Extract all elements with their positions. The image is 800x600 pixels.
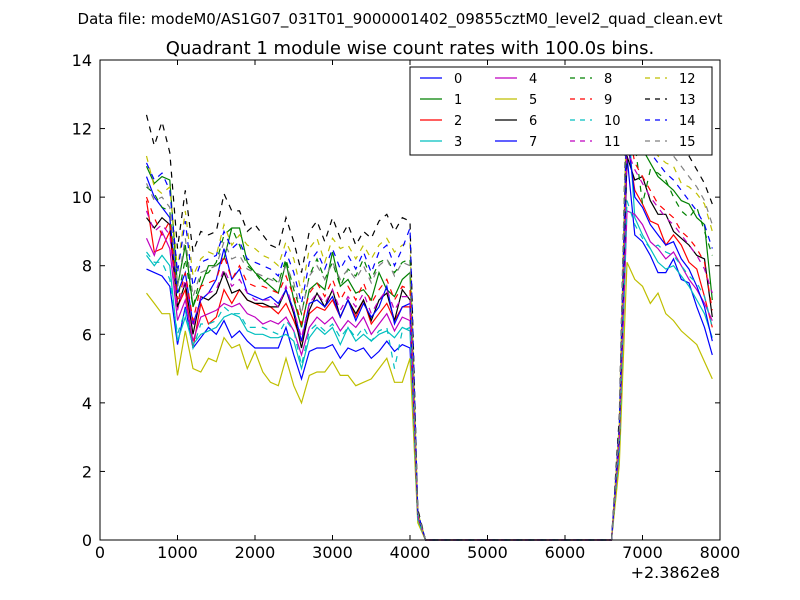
x-tick-label: 2000 (235, 543, 276, 562)
legend-label-12: 12 (679, 72, 696, 87)
legend-label-2: 2 (454, 114, 462, 129)
y-tick-label: 0 (82, 531, 92, 550)
x-tick-label: 0 (95, 543, 105, 562)
y-tick-label: 10 (72, 188, 92, 207)
legend-label-8: 8 (604, 72, 612, 87)
legend-label-15: 15 (679, 135, 696, 150)
legend-box (409, 66, 713, 156)
ticks-layer: 0 1000 2000 3000 4000 5000 6000 7000 80000246810… (72, 51, 741, 562)
legend-label-11: 11 (604, 135, 621, 150)
y-tick-label: 14 (72, 51, 92, 70)
legend-label-7: 7 (529, 135, 537, 150)
legend-label-9: 9 (604, 93, 612, 108)
x-tick-label: 4000 (390, 543, 431, 562)
y-tick-label: 8 (82, 257, 92, 276)
x-tick-label: 6000 (545, 543, 586, 562)
data-file-suptitle: Data file: modeM0/AS1G07_031T01_90000014… (78, 10, 723, 29)
legend-label-10: 10 (604, 114, 621, 129)
x-axis-offset-label: +2.3862e8 (631, 563, 720, 582)
chart-title: Quadrant 1 module wise count rates with … (166, 38, 655, 59)
series-line-13 (145, 70, 713, 541)
x-tick-label: 8000 (700, 543, 741, 562)
x-tick-label: 3000 (312, 543, 353, 562)
legend-label-3: 3 (454, 135, 462, 150)
legend-label-6: 6 (529, 114, 537, 129)
x-tick-label: 7000 (622, 543, 663, 562)
series-line-15 (145, 66, 713, 541)
legend-label-14: 14 (679, 114, 696, 129)
y-tick-label: 4 (82, 394, 92, 413)
y-tick-label: 6 (82, 325, 92, 344)
series-line-8 (146, 111, 713, 541)
legend-label-4: 4 (529, 72, 537, 87)
plot-frame (99, 59, 721, 541)
y-tick-label: 2 (82, 462, 92, 481)
legend-label-5: 5 (529, 93, 537, 108)
y-tick-label: 12 (72, 120, 92, 139)
legend-label-1: 1 (454, 93, 462, 108)
x-tick-label: 5000 (467, 543, 508, 562)
x-tick-label: 1000 (157, 543, 198, 562)
legend-label-13: 13 (679, 93, 696, 108)
legend-label-0: 0 (454, 72, 462, 87)
